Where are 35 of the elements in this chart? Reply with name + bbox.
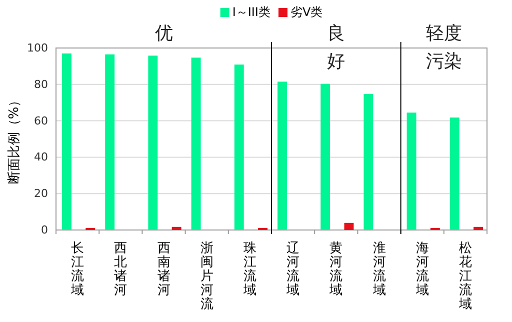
x-tick-label: 黄河流域 xyxy=(328,241,343,298)
x-tick-label: 西南诸河 xyxy=(157,241,170,298)
legend-label: I～III类 xyxy=(232,5,270,19)
bar xyxy=(62,53,72,230)
legend-label: 劣V类 xyxy=(290,5,323,19)
x-tick-label: 海河流域 xyxy=(414,241,429,298)
bar xyxy=(191,58,201,230)
x-tick-label: 珠江流域 xyxy=(242,241,256,298)
bar xyxy=(148,56,158,230)
bar xyxy=(320,84,330,230)
x-tick-label: 淮河流域 xyxy=(372,241,386,298)
bar xyxy=(234,64,244,230)
y-tick-label: 80 xyxy=(34,78,48,91)
y-tick-label: 0 xyxy=(41,224,48,237)
y-tick-label: 100 xyxy=(27,42,48,55)
x-tick-label: 松花江流域 xyxy=(458,241,472,312)
y-axis-title: 断面比例（%） xyxy=(7,94,22,184)
bar xyxy=(172,226,182,230)
bar xyxy=(278,82,287,230)
y-tick-label: 60 xyxy=(34,114,48,128)
y-tick-label: 40 xyxy=(34,150,48,164)
annotation: 轻度污染 xyxy=(426,23,462,72)
annotation: 良好 xyxy=(327,23,346,72)
text: 优 xyxy=(154,23,173,44)
y-tick-label: 20 xyxy=(34,187,48,200)
x-tick-label: 辽河流域 xyxy=(286,241,300,298)
bar xyxy=(450,118,460,230)
bar xyxy=(474,226,483,230)
x-tick-label: 西北诸河 xyxy=(114,241,128,298)
x-tick-label: 浙闽片河流 xyxy=(200,241,214,312)
x-tick-label: 长江流域 xyxy=(70,241,84,298)
bar xyxy=(105,54,115,230)
bar xyxy=(344,222,354,230)
bar xyxy=(364,94,374,230)
bar xyxy=(406,112,416,230)
